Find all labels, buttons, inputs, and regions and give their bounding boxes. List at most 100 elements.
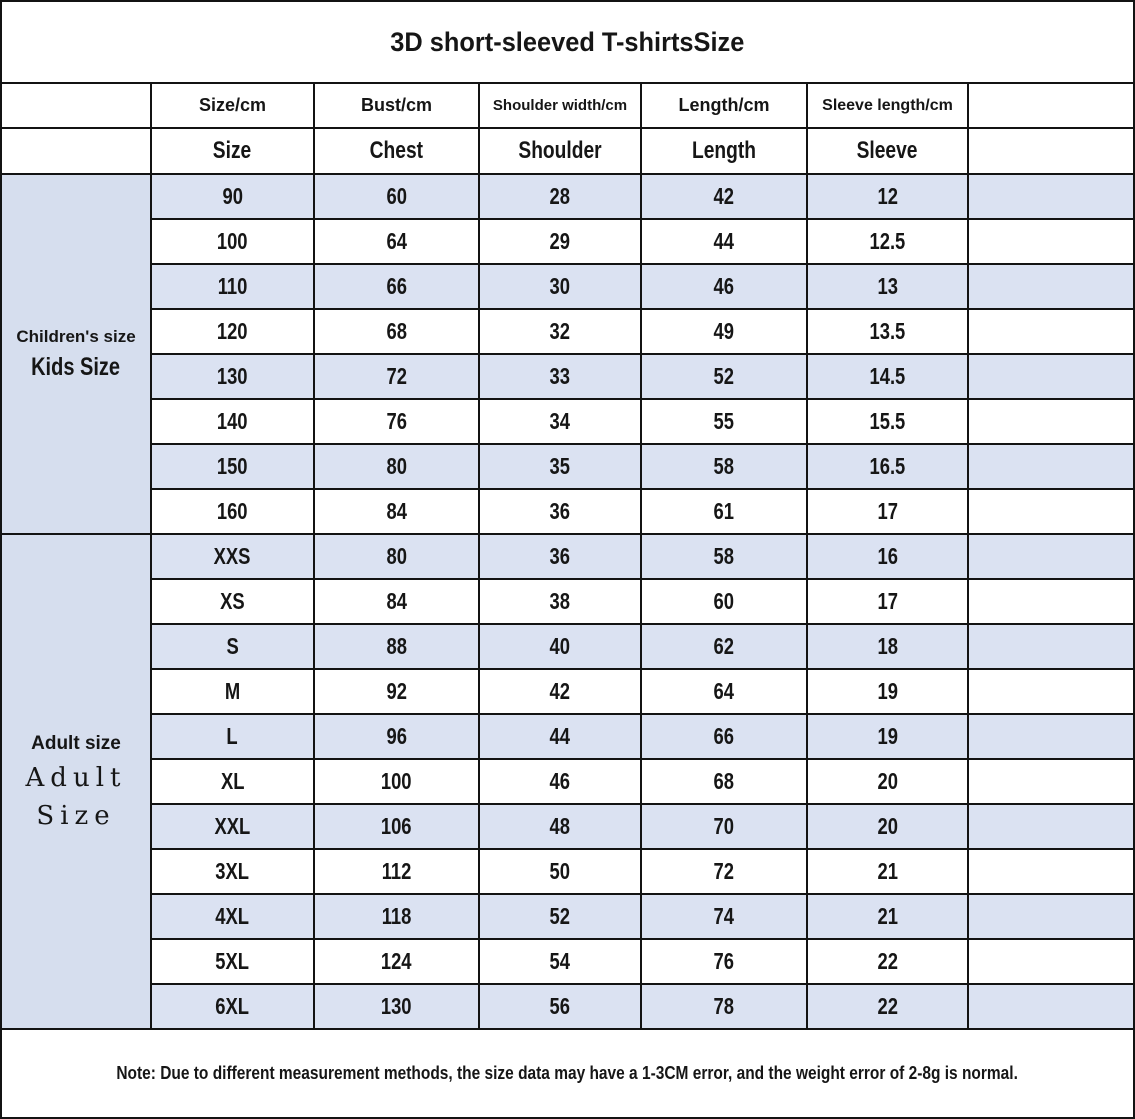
empty-cell [969,895,1133,938]
empty-cell [969,940,1133,983]
length-cell: 78 [642,985,808,1028]
empty-cell [969,985,1133,1028]
sleeve-cell: 19 [808,670,969,713]
data-rows: 90 60 28 42 12 100 64 29 44 12.5 [152,175,1133,1028]
adult-label-subtext-line2: Size [36,800,116,831]
empty-cell [969,490,1133,533]
length-cell: 74 [642,895,808,938]
size-cell: 160 [152,490,315,533]
section-label-column: Children's size Kids Size Adult size Adu… [2,175,152,1028]
sleeve-cell: 16.5 [808,445,969,488]
shoulder-cell: 36 [480,490,642,533]
length-cell: 42 [642,175,808,218]
chest-cell: 80 [315,445,480,488]
shoulder-cell: 35 [480,445,642,488]
shoulder-cell: 42 [480,670,642,713]
size-cell: S [152,625,315,668]
size-cell: 120 [152,310,315,353]
sleeve-cell: 13 [808,265,969,308]
length-cell: 72 [642,850,808,893]
sleeve-cell: 15.5 [808,400,969,443]
sleeve-header: Sleeve [808,129,969,173]
size-cell: 3XL [152,850,315,893]
table-row: 3XL 112 50 72 21 [152,850,1133,895]
corner-cell-left [2,129,152,173]
empty-cell [969,535,1133,578]
sleeve-cell: 19 [808,715,969,758]
shoulder-cell: 48 [480,805,642,848]
corner-cell-left [2,84,152,127]
length-cell: 58 [642,535,808,578]
chest-cell: 72 [315,355,480,398]
size-cell: XL [152,760,315,803]
sleeve-cell: 22 [808,985,969,1028]
length-cell: 55 [642,400,808,443]
size-cell: 110 [152,265,315,308]
table-row: 90 60 28 42 12 [152,175,1133,220]
sleeve-cell: 14.5 [808,355,969,398]
length-cell: 62 [642,625,808,668]
sleeve-unit-header: Sleeve length/cm [808,84,969,127]
empty-cell [969,445,1133,488]
sleeve-cell: 22 [808,940,969,983]
chest-cell: 88 [315,625,480,668]
bust-unit-header: Bust/cm [315,84,480,127]
adult-label-subtext-line1: Adult [25,762,127,793]
table-row: 140 76 34 55 15.5 [152,400,1133,445]
shoulder-cell: 29 [480,220,642,263]
empty-cell [969,580,1133,623]
size-cell: 100 [152,220,315,263]
empty-cell [969,850,1133,893]
chest-cell: 106 [315,805,480,848]
size-cell: 5XL [152,940,315,983]
sleeve-cell: 18 [808,625,969,668]
shoulder-header: Shoulder [480,129,642,173]
shoulder-cell: 30 [480,265,642,308]
size-header: Size [152,129,315,173]
size-cell: 90 [152,175,315,218]
chest-cell: 112 [315,850,480,893]
table-row: M 92 42 64 19 [152,670,1133,715]
size-unit-header: Size/cm [152,84,315,127]
empty-cell [969,805,1133,848]
table-body: Children's size Kids Size Adult size Adu… [2,175,1133,1030]
note-text: Note: Due to different measurement metho… [116,1063,1019,1083]
length-cell: 46 [642,265,808,308]
column-header-row: Size Chest Shoulder Length Sleeve [2,129,1133,175]
size-cell: L [152,715,315,758]
sleeve-cell: 17 [808,490,969,533]
sleeve-cell: 16 [808,535,969,578]
sleeve-cell: 12 [808,175,969,218]
empty-cell [969,760,1133,803]
empty-cell [969,355,1133,398]
adult-label-text: Adult size [31,732,121,754]
chest-cell: 60 [315,175,480,218]
table-row: 4XL 118 52 74 21 [152,895,1133,940]
sleeve-cell: 20 [808,805,969,848]
size-cell: 4XL [152,895,315,938]
corner-cell-right [969,84,1133,127]
length-cell: 76 [642,940,808,983]
size-cell: 130 [152,355,315,398]
table-row: 6XL 130 56 78 22 [152,985,1133,1028]
length-cell: 61 [642,490,808,533]
table-row: 100 64 29 44 12.5 [152,220,1133,265]
empty-cell [969,310,1133,353]
sleeve-cell: 12.5 [808,220,969,263]
table-row: L 96 44 66 19 [152,715,1133,760]
length-cell: 60 [642,580,808,623]
table-row: 110 66 30 46 13 [152,265,1133,310]
table-row: 5XL 124 54 76 22 [152,940,1133,985]
corner-cell-right [969,129,1133,173]
shoulder-cell: 52 [480,895,642,938]
title-row: 3D short-sleeved T-shirtsSize [2,2,1133,84]
shoulder-cell: 32 [480,310,642,353]
shoulder-cell: 44 [480,715,642,758]
adult-section-label: Adult size Adult Size [2,535,150,1028]
chest-cell: 92 [315,670,480,713]
note-row: Note: Due to different measurement metho… [2,1030,1133,1117]
size-cell: 140 [152,400,315,443]
shoulder-cell: 28 [480,175,642,218]
table-row: 160 84 36 61 17 [152,490,1133,535]
